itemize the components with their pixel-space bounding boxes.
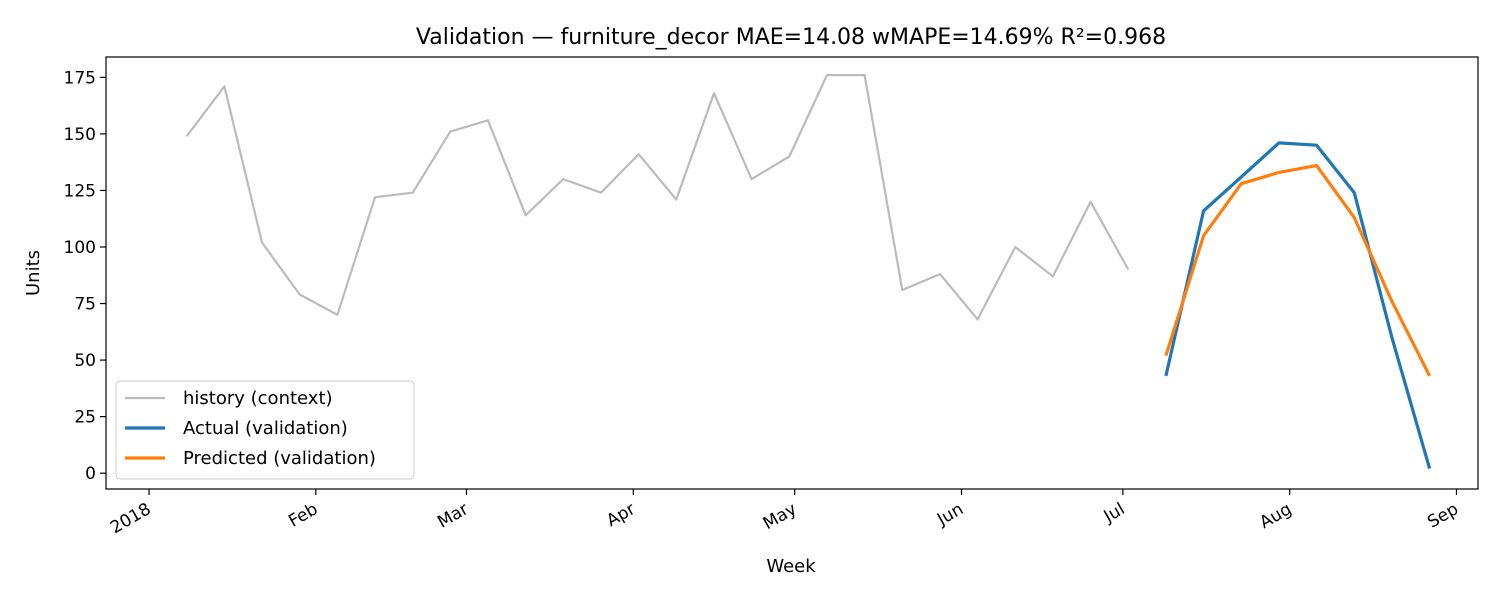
x-tick-label: Sep xyxy=(1424,499,1462,532)
x-axis: 2018 Feb Mar Apr May Jun Jul Aug Sep xyxy=(107,489,1462,538)
y-tick-label: 50 xyxy=(74,351,96,371)
x-tick-label: May xyxy=(760,499,800,534)
y-tick-label: 0 xyxy=(85,464,96,484)
actual-line xyxy=(1164,141,1432,470)
y-tick-label: 125 xyxy=(64,181,96,201)
x-tick-label: Mar xyxy=(434,499,472,532)
legend: history (context) Actual (validation) Pred… xyxy=(115,380,415,480)
y-axis: 0 25 50 75 100 125 150 175 xyxy=(64,68,106,484)
history-line xyxy=(185,73,1130,321)
predicted-line xyxy=(1164,164,1432,377)
y-axis-label: Units xyxy=(23,250,44,296)
plot-area xyxy=(185,73,1432,470)
legend-label: history (context) xyxy=(183,388,333,409)
y-tick-label: 175 xyxy=(64,68,96,88)
y-tick-label: 100 xyxy=(64,238,96,258)
x-tick-label: Aug xyxy=(1256,499,1295,533)
plot-frame xyxy=(105,56,1479,490)
y-tick-label: 75 xyxy=(74,295,96,315)
y-tick-label: 25 xyxy=(74,408,96,428)
x-axis-label: Week xyxy=(766,556,816,577)
x-tick-label: Apr xyxy=(603,499,638,531)
x-tick-label: 2018 xyxy=(107,499,154,538)
legend-label: Predicted (validation) xyxy=(183,448,376,469)
legend-label: Actual (validation) xyxy=(183,418,348,439)
y-tick-label: 150 xyxy=(64,125,96,145)
chart-title: Validation — furniture_decor MAE=14.08 w… xyxy=(416,25,1166,50)
legend-box xyxy=(115,380,415,480)
x-tick-label: Feb xyxy=(285,499,321,531)
x-tick-label: Jun xyxy=(933,499,967,530)
x-tick-label: Jul xyxy=(1100,499,1129,527)
